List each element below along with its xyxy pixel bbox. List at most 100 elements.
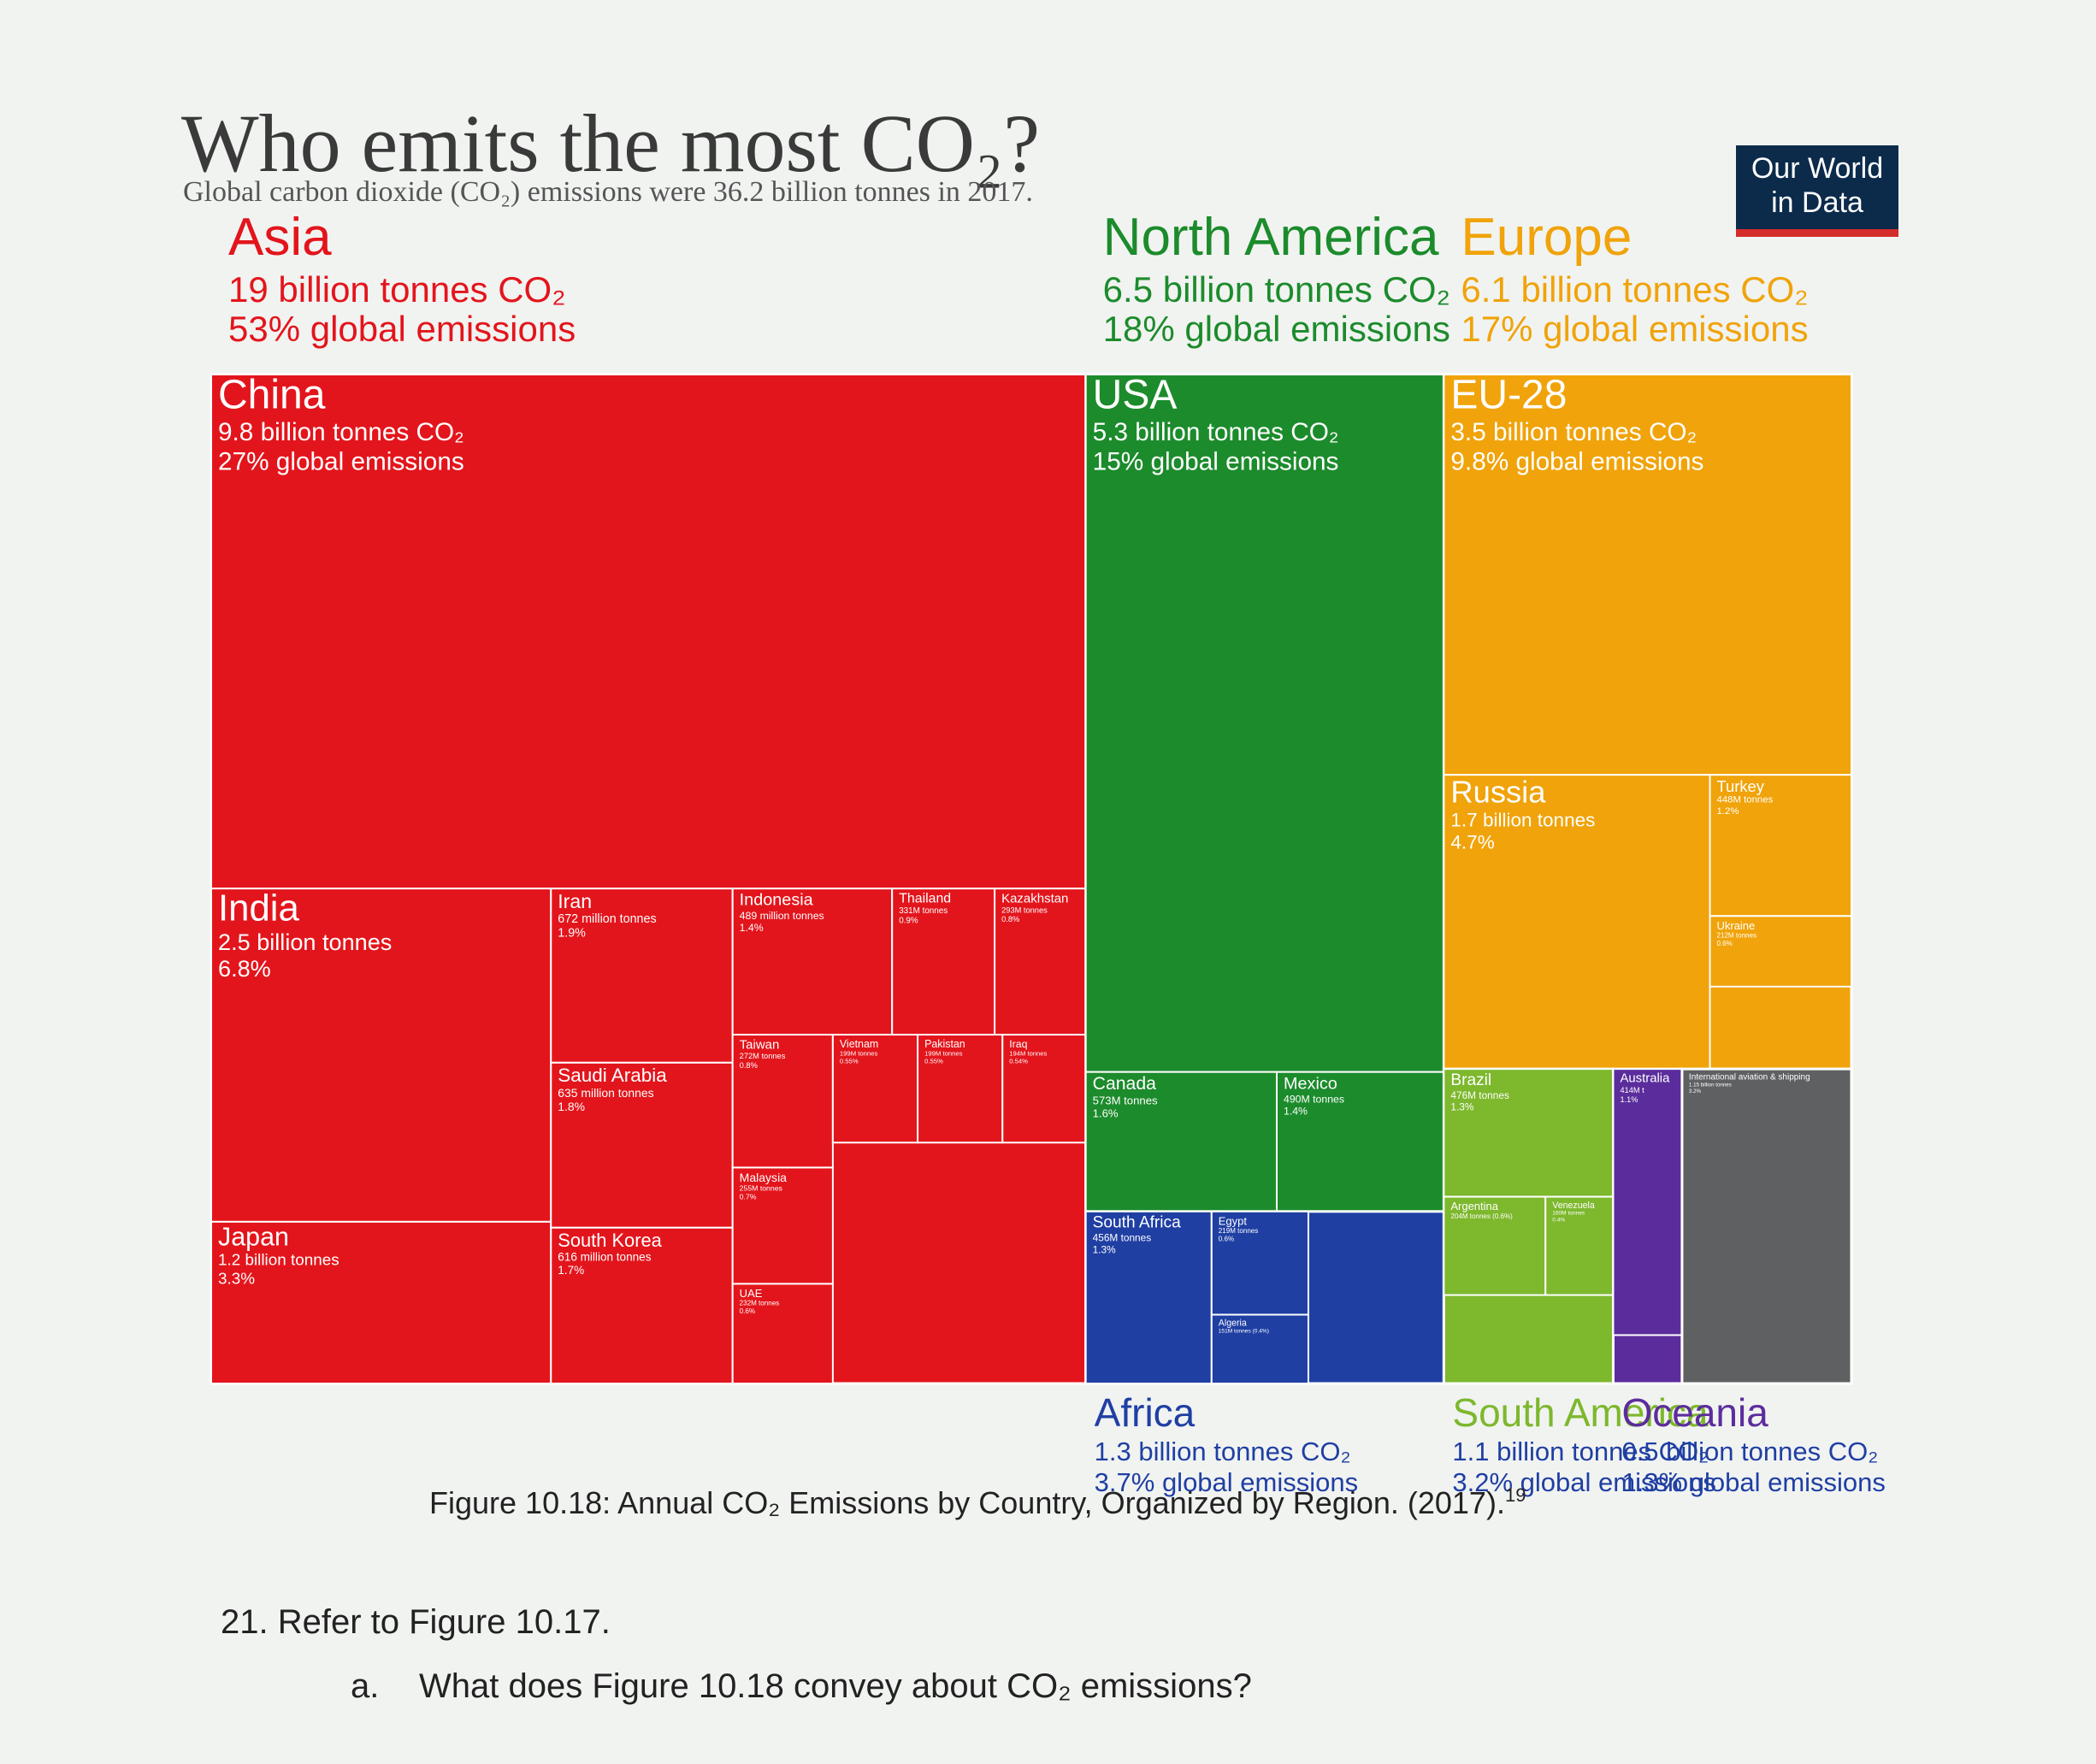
tile-label: 272M tonnes: [740, 1052, 786, 1060]
tile-label: 199M tonnes: [840, 1050, 878, 1058]
country-tile: [731, 1034, 834, 1169]
tile-label: 0.8%: [740, 1061, 758, 1070]
tile-name: UAE: [740, 1287, 763, 1300]
tile-name: Russia: [1450, 775, 1546, 810]
tile-label: 6.8%: [218, 955, 271, 982]
tile-name: Pakistan: [924, 1038, 965, 1050]
region-name: South America: [1452, 1390, 1709, 1435]
subquestion: What does Figure 10.18 convey about CO₂ …: [419, 1667, 1252, 1705]
region-label: 0.5 billion tonnes CO₂: [1621, 1437, 1878, 1466]
tile-name: Turkey: [1717, 777, 1765, 795]
country-tile: [1709, 774, 1853, 917]
country-tile: [994, 888, 1087, 1036]
tile-label: 1.1%: [1620, 1095, 1638, 1104]
tile-label: 219M tonnes: [1219, 1227, 1259, 1235]
region-label: 1.3% global emissions: [1621, 1467, 1885, 1497]
caption-note: 19: [1505, 1484, 1526, 1506]
country-tile: [1443, 1068, 1615, 1198]
logo-text: Our World: [1751, 152, 1883, 185]
figure-caption: Figure 10.18: Annual CO₂ Emissions by Co…: [429, 1484, 1526, 1520]
region-label: 3.7% global emissions: [1095, 1467, 1358, 1497]
tile-label: 1.7 billion tonnes: [1450, 809, 1595, 830]
tile-label: 1.3%: [1450, 1101, 1473, 1113]
country-tile: [1612, 1068, 1683, 1336]
country-tile: [550, 1226, 734, 1384]
tile-label: 212M tonnes: [1717, 932, 1757, 940]
country-tile: [1084, 1210, 1213, 1385]
tile-name: Algeria: [1219, 1319, 1247, 1329]
tile-label: 1.3%: [1093, 1243, 1116, 1255]
chart-subtitle: Global carbon dioxide (CO₂) emissions we…: [183, 176, 1033, 208]
tile-name: South Africa: [1093, 1214, 1181, 1232]
tile-label: 0.4%: [1552, 1217, 1565, 1223]
region-name: Europe: [1461, 208, 1632, 267]
tile-label: 2.5 billion tonnes: [218, 929, 392, 955]
tile-name: Ukraine: [1717, 919, 1756, 932]
tile-label: 3.5 billion tonnes CO₂: [1450, 418, 1697, 446]
tile-label: 1.15 billion tonnes: [1689, 1083, 1732, 1088]
region-label: 19 billion tonnes CO₂: [228, 269, 566, 310]
tile-label: 0.7%: [740, 1193, 757, 1201]
tile-name: Malaysia: [740, 1171, 788, 1184]
tile-label: 0.6%: [1717, 940, 1733, 947]
tile-name: Argentina: [1450, 1200, 1498, 1212]
tile-name: International aviation & shipping: [1689, 1073, 1810, 1083]
tile-name: Saudi Arabia: [558, 1065, 667, 1086]
tile-name: Egypt: [1219, 1214, 1248, 1227]
tile-name: Vietnam: [840, 1038, 878, 1050]
tile-label: 0.54%: [1009, 1057, 1028, 1065]
tile-name: South Korea: [558, 1230, 662, 1251]
tile-label: 456M tonnes: [1093, 1232, 1152, 1244]
country-tile: [731, 888, 894, 1036]
tile-label: 9.8% global emissions: [1450, 447, 1703, 475]
country-tile: [550, 1061, 734, 1229]
logo-box: [1736, 145, 1898, 231]
country-tile: [1544, 1195, 1615, 1296]
country-tile: [1210, 1313, 1309, 1385]
subquestion-marker: a.: [351, 1667, 379, 1705]
tile-name: Thailand: [899, 892, 951, 906]
question: 21. Refer to Figure 10.17.: [221, 1603, 611, 1641]
tile-label: 448M tonnes: [1717, 795, 1774, 805]
tile-label: 0.6%: [740, 1307, 755, 1315]
tile-name: Canada: [1093, 1074, 1156, 1094]
country-tile: [1443, 374, 1853, 776]
region-label: 17% global emissions: [1461, 309, 1808, 349]
tile-label: 635 million tonnes: [558, 1086, 653, 1100]
tile-name: China: [218, 373, 326, 418]
tile-label: 0.6%: [1219, 1235, 1234, 1242]
tile-name: Iran: [558, 890, 592, 912]
region-name: North America: [1103, 208, 1439, 267]
region-label: 18% global emissions: [1103, 309, 1450, 349]
region-label: 53% global emissions: [228, 309, 576, 349]
region-name: Asia: [228, 208, 332, 267]
tile-name: Japan: [218, 1222, 289, 1251]
country-tile: [831, 1034, 919, 1144]
logo-text: in Data: [1771, 186, 1863, 219]
tile-label: 573M tonnes: [1093, 1094, 1158, 1107]
tile-name: EU-28: [1450, 373, 1567, 418]
country-tile: [210, 1220, 552, 1385]
tile-label: 1.9%: [558, 926, 586, 940]
tile-label: 490M tonnes: [1284, 1093, 1344, 1105]
tile-name: Brazil: [1450, 1071, 1491, 1089]
tile-name: USA: [1093, 373, 1178, 418]
tile-label: 1.2%: [1717, 806, 1739, 817]
region-name: Oceania: [1621, 1390, 1768, 1435]
region-label: 3.2% global emissions: [1452, 1467, 1715, 1497]
tile-label: 0.55%: [840, 1058, 859, 1065]
tile-label: 476M tonnes: [1450, 1089, 1509, 1101]
tile-label: 414M t: [1620, 1086, 1644, 1094]
tile-label: 0.8%: [1001, 915, 1019, 923]
tile-label: 160M tonnes: [1552, 1211, 1585, 1217]
tile-label: 27% global emissions: [218, 447, 464, 475]
country-tile: [731, 1283, 834, 1384]
tile-name: Mexico: [1284, 1074, 1337, 1093]
tile-label: 255M tonnes: [740, 1184, 783, 1193]
tile-name: Venezuela: [1552, 1201, 1595, 1211]
tile-label: 0.9%: [899, 917, 918, 926]
tile-label: 1.7%: [558, 1264, 584, 1277]
tile-name: Taiwan: [740, 1037, 780, 1052]
